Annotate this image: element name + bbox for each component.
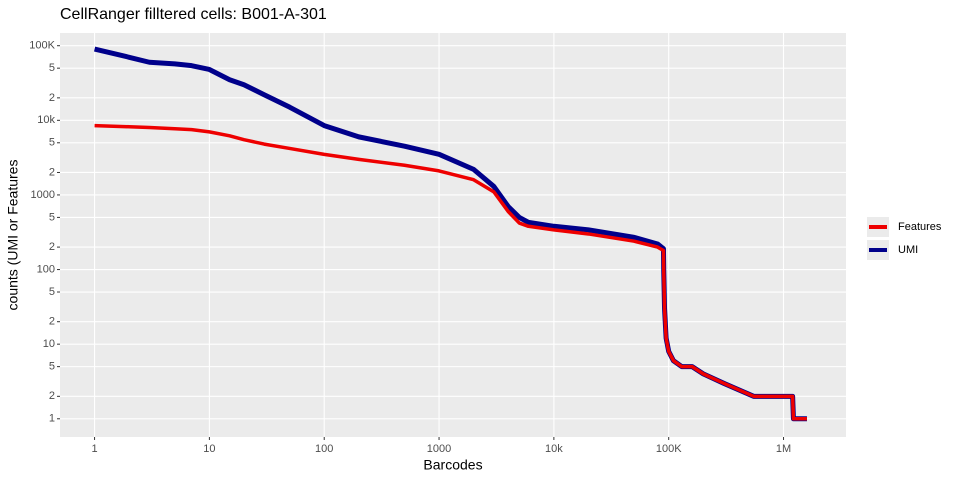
x-tick-label: 100 — [315, 443, 333, 455]
x-tick-label: 1 — [92, 443, 98, 455]
y-axis-label: counts (UMI or Features — [5, 160, 21, 311]
x-tick-label: 10k — [545, 443, 563, 455]
y-tick-label: 10 — [43, 338, 55, 350]
plot-panel — [60, 33, 846, 437]
y-tick-label: 2 — [49, 92, 55, 104]
y-tick-label: 2 — [49, 316, 55, 328]
x-tick-label: 1000 — [427, 443, 451, 455]
chart-title: CellRanger filltered cells: B001-A-301 — [60, 6, 327, 23]
x-tick-label: 1M — [776, 443, 791, 455]
y-tick-label: 2 — [49, 241, 55, 253]
y-tick-label: 5 — [49, 286, 55, 298]
x-axis-label: Barcodes — [423, 457, 482, 473]
y-tick-label: 10k — [37, 114, 55, 126]
legend-label: UMI — [898, 244, 918, 256]
y-tick-label: 1000 — [31, 189, 55, 201]
x-tick-label: 100K — [656, 443, 682, 455]
x-tick-label: 10 — [203, 443, 215, 455]
y-tick-label: 5 — [49, 361, 55, 373]
y-tick-label: 100K — [29, 40, 55, 52]
y-tick-label: 2 — [49, 166, 55, 178]
y-tick-label: 5 — [49, 211, 55, 223]
y-tick-label: 5 — [49, 62, 55, 74]
y-tick-label: 5 — [49, 137, 55, 149]
legend-label: Features — [898, 221, 942, 233]
y-tick-label: 1 — [49, 413, 55, 425]
data-line — [94, 123, 807, 421]
y-tick-label: 2 — [49, 390, 55, 402]
y-tick-label: 100 — [37, 263, 55, 275]
